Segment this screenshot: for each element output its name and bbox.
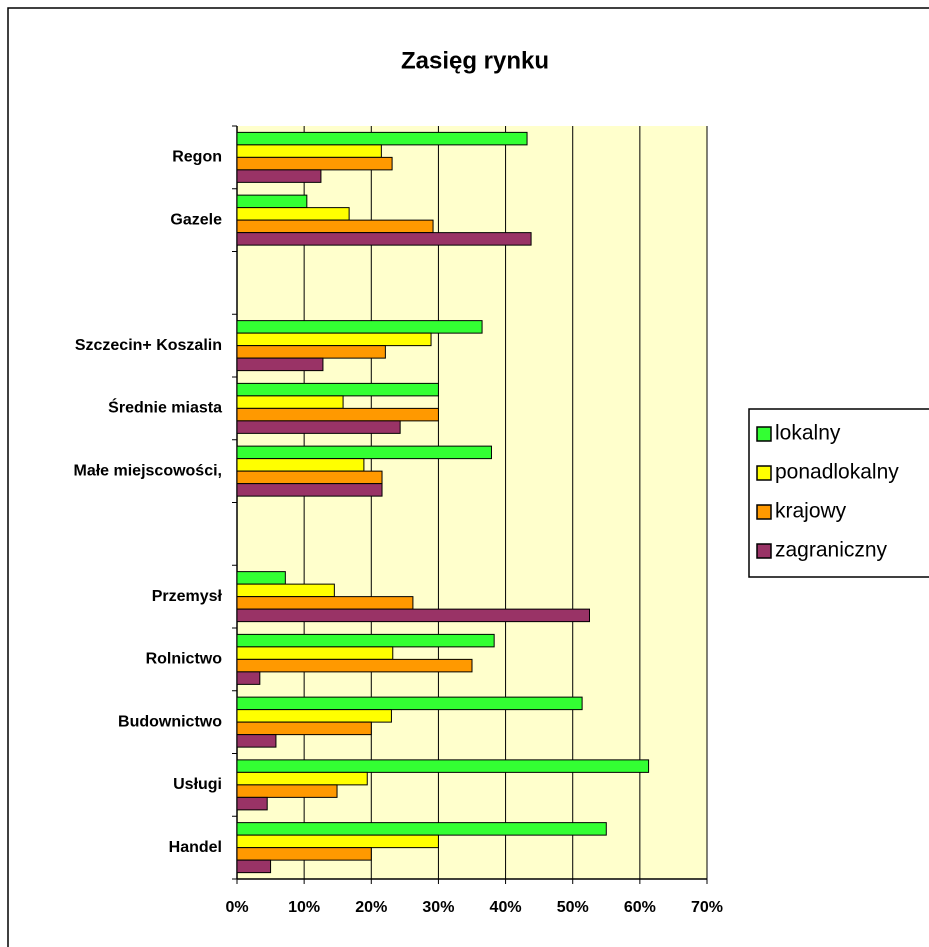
legend-label: zagraniczny [775,539,888,562]
y-tick-label: Szczecin+ Koszalin [75,337,222,354]
bar [236,784,338,798]
bar [236,834,439,849]
y-tick-label: Rolnictwo [146,651,223,668]
bar [236,320,483,334]
y-tick-label: Usługi [173,776,222,793]
bar [236,232,532,246]
x-tick-label: 20% [355,899,387,916]
legend-label: ponadlokalny [775,461,899,484]
bar [236,759,650,773]
y-tick-label: Średnie miasta [108,398,222,417]
bar [236,131,528,146]
y-tick-label: Regon [172,149,222,166]
bar [236,345,386,359]
legend-label: krajowy [775,500,847,523]
legend-swatch [756,426,772,442]
bar [236,445,492,460]
bar [236,194,308,209]
bar [236,822,607,836]
bar [236,357,324,372]
plot-area [237,126,707,879]
bar [236,144,382,158]
x-tick-label: 30% [422,899,454,916]
bar [236,483,383,497]
bar [236,709,392,723]
bar [236,721,372,736]
chart-title: Zasięg rynku [401,47,549,74]
bar [236,420,401,434]
bar [236,734,277,748]
bar [236,395,344,409]
legend-swatch [756,504,772,520]
bar [236,658,473,673]
bar [236,156,393,171]
bar [236,470,383,485]
bar [236,608,590,623]
y-tick-label: Gazele [170,211,222,228]
bar [236,633,495,648]
bar [236,407,439,422]
y-tick-label: Budownictwo [118,713,222,730]
legend-swatch [756,465,772,481]
bar [236,859,272,874]
bar [236,332,432,347]
x-tick-label: 60% [624,899,656,916]
bar [236,696,583,711]
x-tick-label: 40% [490,899,522,916]
bar [236,646,394,660]
bar [236,207,350,221]
x-tick-label: 70% [691,899,723,916]
bar [236,596,414,610]
bar [236,382,439,397]
x-tick-label: 50% [557,899,589,916]
bar [236,219,434,234]
bar [236,571,286,585]
legend-swatch [756,543,772,559]
legend-box [748,408,929,578]
bar [236,847,372,861]
y-tick-label: Handel [169,839,222,856]
bar [236,796,268,811]
bar [236,583,335,598]
x-tick-label: 0% [225,899,248,916]
legend-label: lokalny [775,422,841,445]
bar [236,771,368,786]
bar [236,169,322,183]
y-tick-label: Przemysł [152,588,223,605]
y-tick-label: Małe miejscowości, [73,462,222,479]
bar [236,671,261,685]
bar [236,458,365,472]
x-tick-label: 10% [288,899,320,916]
